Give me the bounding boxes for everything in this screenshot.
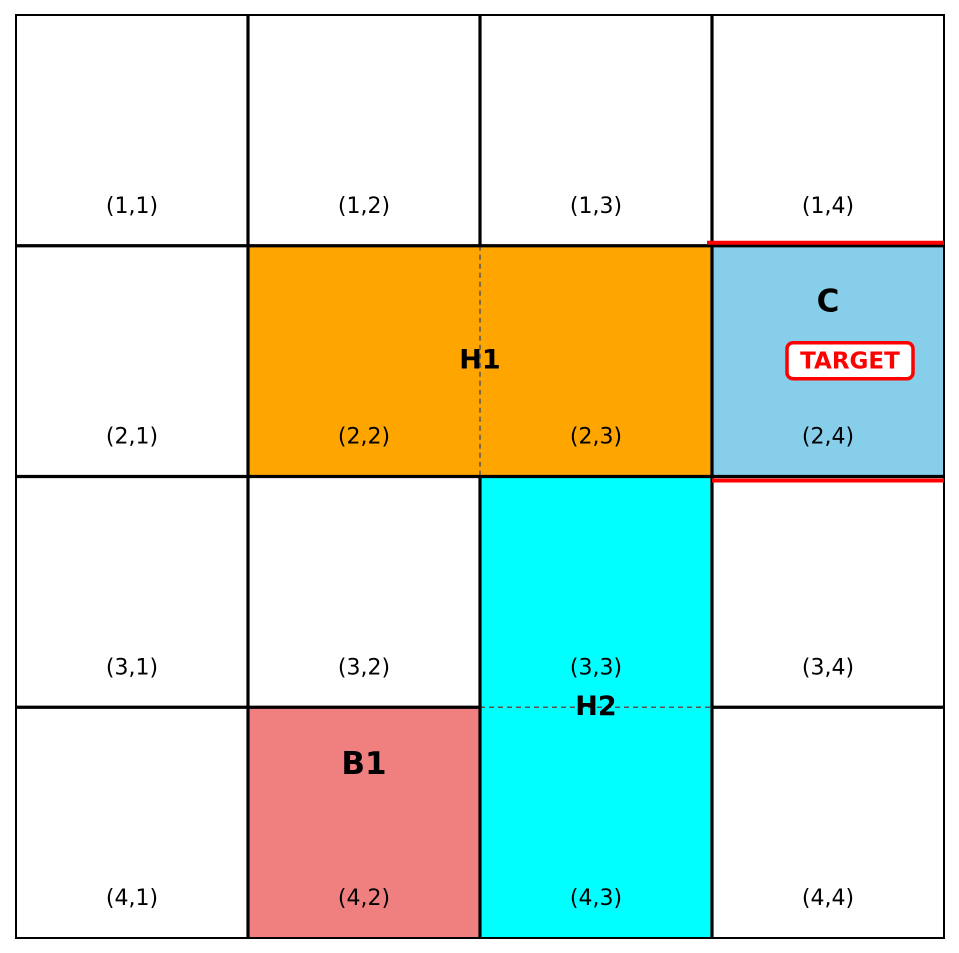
cell-label-3-4: (3,4) [802,655,854,680]
board-border [15,14,945,939]
cell-3-4[interactable] [712,476,944,708]
cell-4-4[interactable] [712,707,944,938]
cell-label-1-1: (1,1) [106,194,158,219]
cell-label-1-3: (1,3) [570,194,622,219]
target-badge-text: TARGET [800,348,900,374]
piece-label-b1: B1 [341,746,386,782]
grid-layer [15,14,945,939]
piece-label-h2: H2 [575,691,616,722]
cell-label-1-4: (1,4) [802,194,854,219]
cell-label-2-4: (2,4) [802,425,854,450]
piece-b1[interactable] [248,707,480,938]
cell-3-1[interactable] [16,476,248,708]
target-badge-box [785,341,915,381]
cell-1-3[interactable] [480,15,712,246]
cell-label-3-1: (3,1) [106,655,158,680]
target-badge: TARGET [785,341,915,381]
cell-2-1[interactable] [16,245,248,477]
piece-label-c: C [817,283,840,319]
cell-label-1-2: (1,2) [338,194,390,219]
piece-b1-body[interactable] [248,707,480,938]
cell-label-2-1: (2,1) [106,425,158,450]
cell-label-3-3: (3,3) [570,655,622,680]
cell-3-2[interactable] [248,476,480,708]
cell-label-2-2: (2,2) [338,425,390,450]
piece-h2[interactable] [480,476,712,939]
cell-1-4[interactable] [712,15,944,246]
cell-1-2[interactable] [248,15,480,246]
cell-label-4-2: (4,2) [338,886,390,911]
cell-label-2-3: (2,3) [570,425,622,450]
cell-label-4-4: (4,4) [802,886,854,911]
cell-label-3-2: (3,2) [338,655,390,680]
cell-1-1[interactable] [16,15,248,246]
piece-label-h1: H1 [459,345,500,376]
cell-label-4-1: (4,1) [106,886,158,911]
pieces-layer [248,245,944,939]
piece-h1[interactable] [248,245,712,477]
cell-4-1[interactable] [16,707,248,938]
labels-layer: (1,1) (1,2) (1,3) (1,4) (2,1) (2,2) (2,3) (2,4)… [106,194,915,911]
cell-label-4-3: (4,3) [570,886,622,911]
